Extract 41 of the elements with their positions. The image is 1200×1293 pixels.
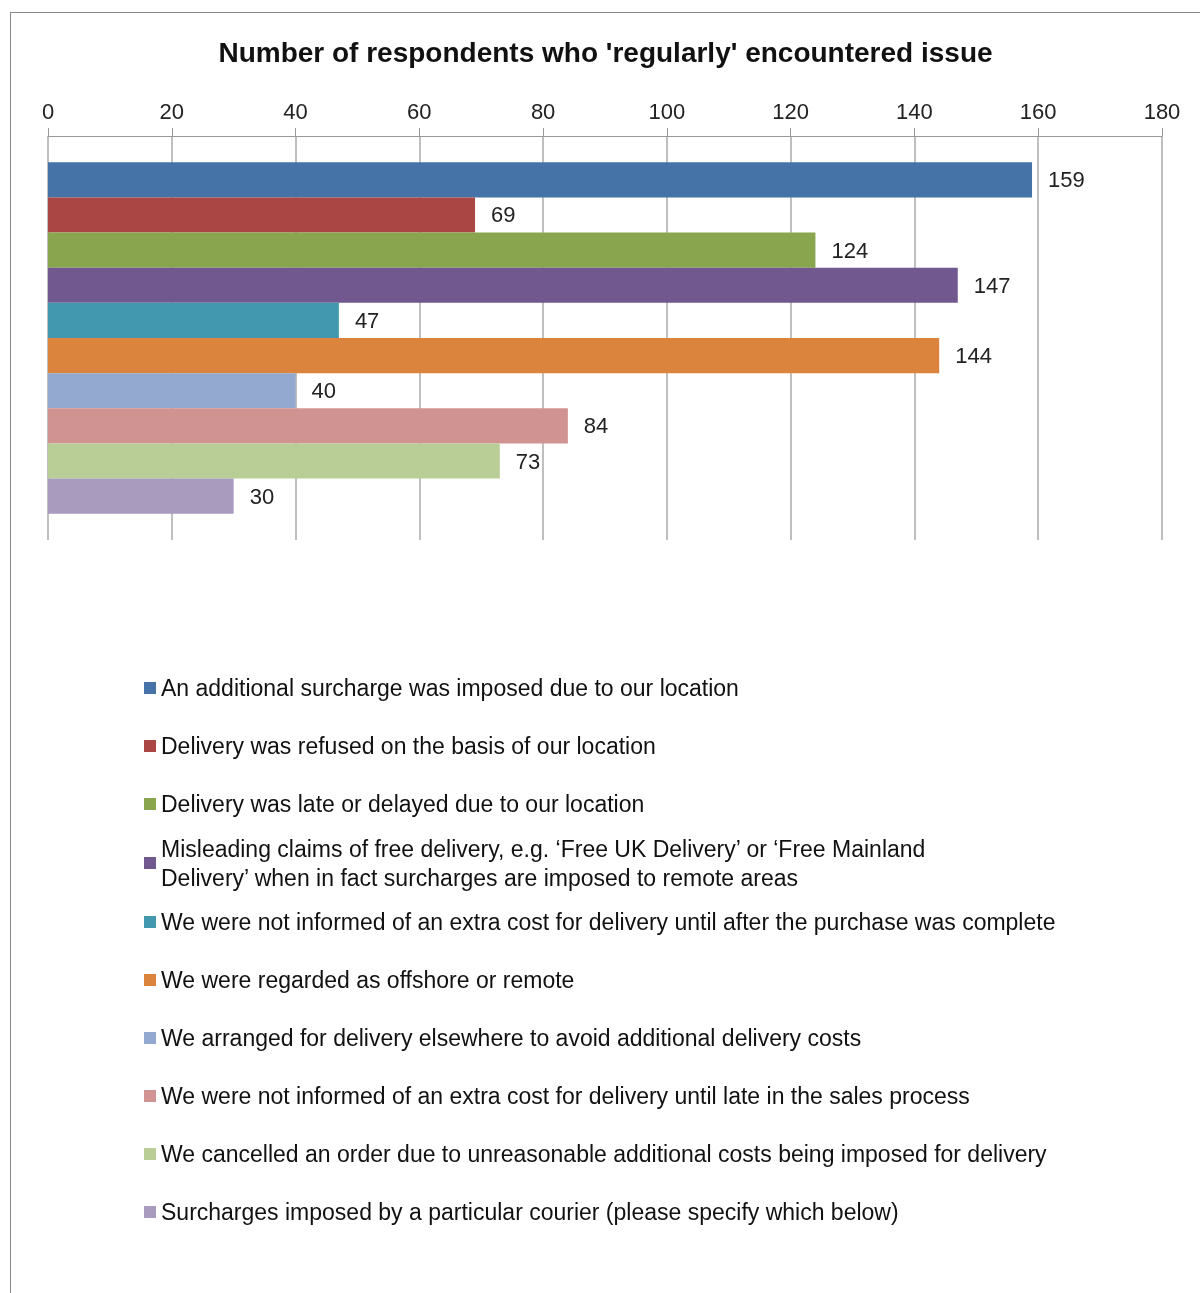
legend-label: Surcharges imposed by a particular courier (please specify which below) [161, 1199, 899, 1225]
x-tick-label: 20 [159, 98, 185, 124]
legend-label: We were not informed of an extra cost for delivery until late in the sales process [161, 1083, 970, 1109]
bar [48, 478, 234, 514]
bar [48, 197, 476, 233]
data-label: 40 [311, 378, 337, 404]
legend-label: Delivery was refused on the basis of our location [161, 733, 656, 759]
x-tick-label: 160 [1019, 98, 1057, 124]
data-label: 84 [583, 413, 609, 439]
bar [48, 408, 568, 444]
data-label: 147 [973, 272, 1011, 298]
x-tick-label: 60 [407, 98, 432, 124]
x-tick-label: 80 [530, 98, 556, 124]
legend-label: We cancelled an order due to unreasonable additional costs being imposed for delivery [161, 1141, 1048, 1167]
x-tick-label: 140 [896, 98, 933, 124]
legend-label: We were regarded as offshore or remote [161, 967, 575, 993]
bar [48, 232, 816, 268]
x-tick-label: 40 [283, 98, 308, 124]
chart-title: Number of respondents who 'regularly' encountered issue [218, 36, 993, 68]
data-label: 47 [354, 307, 380, 333]
bar [48, 162, 1033, 198]
legend-label: Delivery was late or delayed due to our location [161, 791, 645, 817]
x-tick-label: 0 [41, 98, 55, 124]
data-label: 30 [249, 483, 275, 509]
data-label: 124 [831, 237, 869, 263]
x-tick-label: 100 [648, 98, 686, 124]
bar [48, 443, 500, 479]
bar [48, 338, 940, 374]
bar [48, 267, 958, 303]
x-tick-label: 120 [772, 98, 810, 124]
legend-label: An additional surcharge was imposed due to our location [161, 675, 739, 701]
x-tick-label: 180 [1143, 98, 1181, 124]
data-label: 159 [1048, 167, 1085, 193]
legend-label: We were not informed of an extra cost for delivery until after the purchase was complete [161, 909, 1056, 935]
data-label: 144 [955, 343, 992, 369]
bar [48, 302, 339, 338]
data-label: 69 [491, 202, 516, 228]
data-label: 73 [515, 448, 541, 474]
legend-label: Misleading claims of free delivery, e.g. ‘Free UK Delivery’ or ‘Free Mainland Delivery’ when in fact surcharges are imposed to remote areas [161, 835, 932, 891]
bar [48, 373, 296, 409]
legend-label: We arranged for delivery elsewhere to avoid additional delivery costs [161, 1025, 862, 1051]
